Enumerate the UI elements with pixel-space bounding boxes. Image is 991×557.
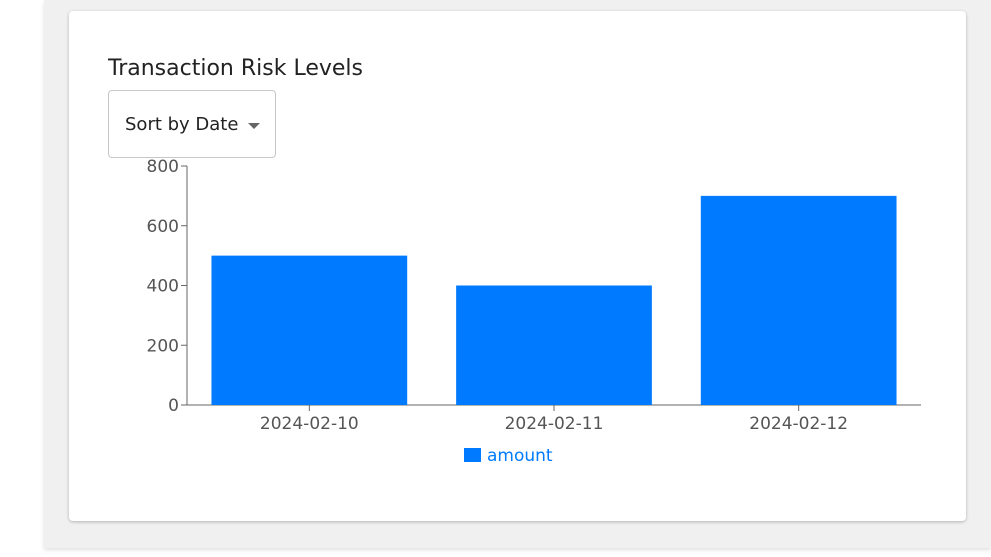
y-tick-label: 200	[147, 336, 179, 356]
legend-label[interactable]: amount	[487, 446, 553, 466]
card-title: Transaction Risk Levels	[108, 56, 363, 81]
x-tick-label: 2024-02-12	[749, 414, 848, 434]
y-tick-label: 0	[168, 396, 179, 416]
y-tick-label: 400	[147, 277, 179, 297]
bar-2024-02-10[interactable]	[211, 255, 408, 405]
y-tick-label: 800	[147, 157, 179, 177]
bars	[211, 195, 897, 406]
legend[interactable]: amount	[464, 446, 553, 466]
chevron-down-icon	[248, 123, 260, 129]
x-axis: 2024-02-10 2024-02-11 2024-02-12	[187, 404, 921, 434]
legend-swatch	[464, 448, 481, 462]
x-tick-label: 2024-02-10	[260, 414, 359, 434]
sort-dropdown-label: Sort by Date	[125, 114, 239, 135]
x-tick-label: 2024-02-11	[505, 414, 604, 434]
bar-2024-02-11[interactable]	[456, 285, 652, 406]
sort-dropdown[interactable]: Sort by Date	[108, 90, 276, 158]
y-tick-label: 600	[147, 217, 179, 237]
bar-2024-02-12[interactable]	[700, 195, 897, 405]
y-axis: 0 200 400 600 800	[147, 157, 188, 416]
